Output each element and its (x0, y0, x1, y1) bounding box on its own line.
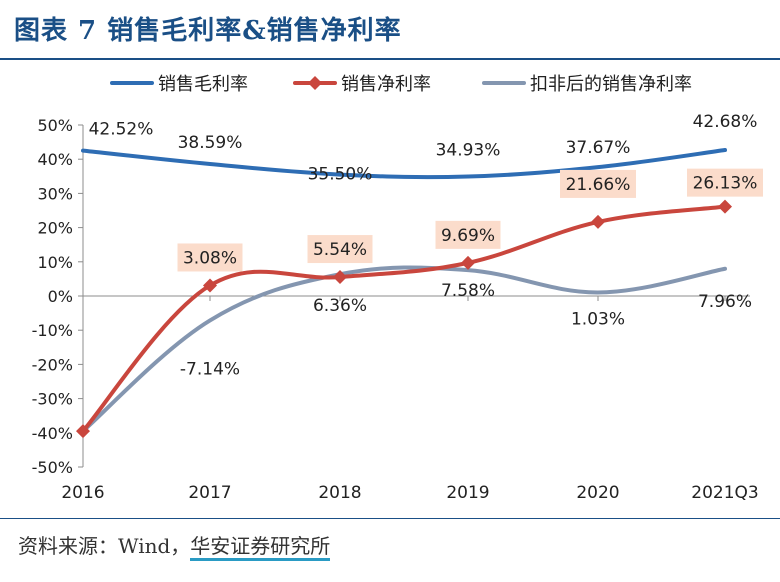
gross-margin-data-label: 42.52% (89, 120, 154, 140)
net-margin-legend-marker (308, 76, 322, 90)
y-tick-label: 10% (37, 253, 73, 272)
gross-margin-data-label: 42.68% (693, 112, 758, 132)
source-divider (0, 518, 780, 519)
net-margin-data-label: 9.69% (441, 226, 495, 246)
y-tick-label: 30% (37, 184, 73, 203)
net-margin-label-bg (687, 168, 763, 197)
source-prefix: 资料来源：Wind， (18, 534, 191, 558)
y-tick-label: -30% (32, 390, 73, 409)
gross-margin-line (81, 148, 727, 180)
x-tick-label: 2018 (318, 483, 361, 503)
y-tick-label: -10% (32, 321, 73, 340)
x-tick-label: 2017 (188, 483, 231, 503)
net-margin-data-label: 21.66% (566, 175, 631, 195)
source-note: 资料来源：Wind，华安证券研究所 (18, 530, 331, 561)
y-tick-label: -50% (32, 458, 73, 477)
net-margin-data-label: 5.54% (313, 240, 367, 260)
x-tick-label: 2021Q3 (691, 483, 758, 503)
x-tick-label: 2020 (576, 483, 619, 503)
net-margin-line (81, 204, 727, 434)
x-tick-label: 2019 (446, 483, 489, 503)
gross-margin-data-label: 34.93% (436, 141, 501, 161)
adjusted-net-margin-line (81, 265, 727, 434)
net-margin-label-bg (177, 243, 243, 272)
figure-title: 图表 7 销售毛利率&销售净利率 (14, 16, 402, 46)
gross-margin-legend-label: 销售毛利率 (158, 74, 248, 95)
net-margin-label-bg (560, 169, 636, 198)
x-tick-label: 2016 (61, 483, 104, 503)
net-margin-marker (76, 424, 90, 439)
y-tick-label: 0% (48, 287, 73, 306)
net-margin-label-bg (435, 220, 501, 249)
adjusted-net-margin-legend-label: 扣非后的销售净利率 (530, 74, 692, 95)
y-tick-label: 50% (37, 116, 73, 135)
net-margin-marker (203, 278, 217, 293)
net-margin-legend-label: 销售净利率 (341, 74, 431, 95)
net-margin-marker (333, 270, 347, 285)
net-margin-label-bg (307, 235, 373, 264)
y-tick-label: -40% (32, 424, 73, 443)
y-tick-label: -20% (32, 355, 73, 374)
y-tick-label: 20% (37, 219, 73, 238)
title-bar: 图表 7 销售毛利率&销售净利率 (0, 0, 780, 60)
adjusted-net-margin-data-label: 6.36% (313, 296, 367, 316)
adjusted-net-margin-data-label: 7.58% (441, 281, 495, 301)
net-margin-marker (718, 199, 732, 214)
source-org: 华安证券研究所 (190, 534, 331, 561)
gross-margin-data-label: 38.59% (178, 133, 243, 153)
net-margin-data-label: 26.13% (693, 174, 758, 194)
net-margin-data-label: 3.08% (183, 248, 237, 268)
line-chart: 50% 40% 30% 20% 10% 0% -10% -20% -30% -40% -50% 201… (32, 74, 763, 503)
net-margin-marker (461, 255, 475, 270)
net-margin-marker (591, 214, 605, 229)
gross-margin-data-label: 35.50% (308, 165, 373, 185)
y-tick-label: 40% (37, 150, 73, 169)
adjusted-net-margin-data-label: 1.03% (571, 309, 625, 329)
gross-margin-data-label: 37.67% (566, 138, 631, 158)
adjusted-net-margin-data-label: 7.96% (698, 292, 752, 312)
adjusted-net-margin-data-label: -7.14% (180, 359, 240, 379)
